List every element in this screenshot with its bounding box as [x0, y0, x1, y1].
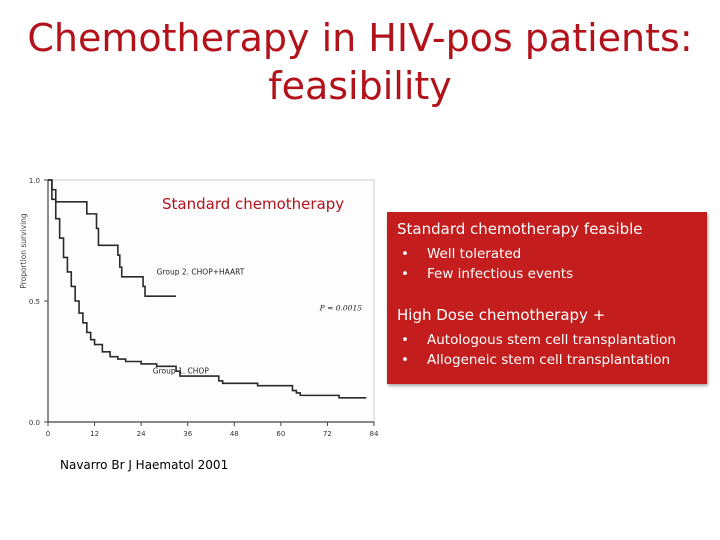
y-tick-label: 1.0 — [29, 177, 40, 185]
series-line — [48, 179, 177, 297]
list-item: • Autologous stem cell transplantation — [397, 330, 697, 350]
list-item: • Few infectious events — [397, 264, 697, 284]
list-item-text: Well tolerated — [427, 246, 522, 262]
callout-heading-standard: Standard chemotherapy feasible — [397, 220, 643, 238]
x-tick-label: 0 — [46, 430, 50, 438]
x-tick-label: 24 — [137, 430, 146, 438]
y-tick-label: 0.0 — [29, 419, 40, 427]
summary-callout: Standard chemotherapy feasible • Well tol… — [387, 212, 707, 384]
series-label: Group 2. CHOP+HAART — [157, 267, 245, 276]
survival-chart-svg: 0.0 0.5 1.0 0 12 24 36 48 60 72 84 Proportion survi… — [19, 177, 379, 438]
list-item-text: Few infectious events — [427, 266, 574, 282]
callout-heading-highdose: High Dose chemotherapy + — [397, 306, 606, 324]
title-line-1: Chemotherapy in HIV-pos patients: — [27, 16, 693, 60]
bullet-icon: • — [401, 266, 409, 282]
bullet-icon: • — [401, 352, 409, 368]
x-tick-label: 72 — [323, 430, 332, 438]
bullet-icon: • — [401, 332, 409, 348]
y-tick-label: 0.5 — [29, 298, 40, 306]
series-label: Group 1. CHOP — [153, 367, 210, 376]
x-tick-label: 36 — [183, 430, 192, 438]
p-value-annotation: P = 0.0015 — [319, 304, 363, 313]
x-tick-label: 12 — [90, 430, 99, 438]
list-item: • Allogeneic stem cell transplantation — [397, 350, 697, 370]
y-axis-label: Proportion surviving — [19, 213, 28, 289]
plot-frame — [47, 179, 375, 423]
bullet-icon: • — [401, 246, 409, 262]
chart-label: Standard chemotherapy — [162, 195, 345, 213]
list-item-text: Autologous stem cell transplantation — [427, 332, 676, 348]
x-tick-label: 48 — [230, 430, 239, 438]
survival-chart: 0.0 0.5 1.0 0 12 24 36 48 60 72 84 Proportion survi… — [12, 172, 384, 450]
series-line — [48, 179, 367, 399]
page-title: Chemotherapy in HIV-pos patients: feasib… — [0, 14, 720, 110]
callout-list-highdose: • Autologous stem cell transplantation • A… — [397, 330, 697, 370]
citation: Navarro Br J Haematol 2001 — [60, 458, 229, 472]
callout-list-standard: • Well tolerated • Few infectious events — [397, 244, 697, 284]
x-tick-label: 60 — [276, 430, 285, 438]
list-item-text: Allogeneic stem cell transplantation — [427, 352, 671, 368]
title-line-2: feasibility — [268, 64, 452, 108]
list-item: • Well tolerated — [397, 244, 697, 264]
x-tick-label: 84 — [370, 430, 379, 438]
